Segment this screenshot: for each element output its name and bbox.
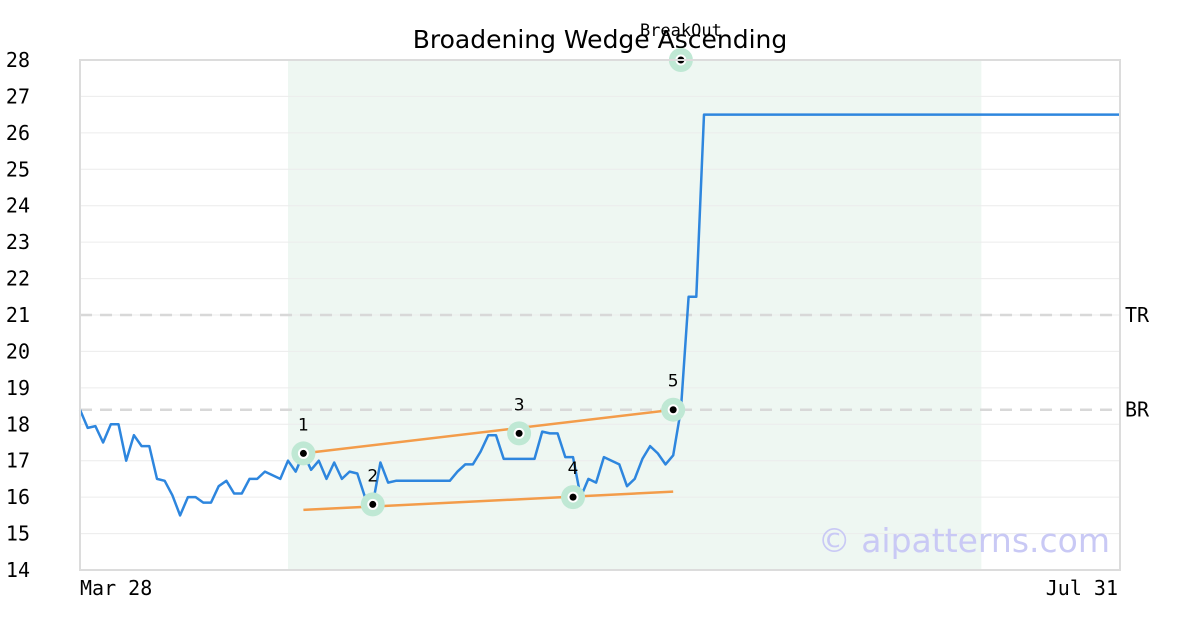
hline-label-tr: TR xyxy=(1125,303,1150,327)
y-tick-label: 22 xyxy=(6,267,30,291)
y-tick-label: 20 xyxy=(6,339,30,363)
marker-layer: 1 2 3 4 5 BreakOut xyxy=(291,21,722,517)
x-tick-start: Mar 28 xyxy=(80,576,152,600)
y-tick-label: 23 xyxy=(6,230,30,254)
watermark: © aipatterns.com xyxy=(818,521,1110,560)
y-tick-label: 14 xyxy=(6,558,30,582)
point-3-dot xyxy=(515,429,523,437)
y-tick-label: 15 xyxy=(6,522,30,546)
series-layer xyxy=(78,113,1120,517)
y-tick-label: 19 xyxy=(6,376,30,400)
y-tick-label: 17 xyxy=(6,449,30,473)
y-tick-label: 24 xyxy=(6,194,30,218)
point-label-4: 4 xyxy=(568,459,579,479)
point-5-dot xyxy=(669,406,677,414)
y-tick-label: 25 xyxy=(6,157,30,181)
breakout-label: BreakOut xyxy=(640,21,722,41)
point-2-dot xyxy=(369,500,377,508)
hline-layer: TR BR xyxy=(80,303,1150,422)
y-tick-label: 26 xyxy=(6,121,30,145)
point-1-dot xyxy=(299,449,307,457)
y-tick-label: 18 xyxy=(6,412,30,436)
hline-label-br: BR xyxy=(1125,398,1150,422)
y-tick-label: 27 xyxy=(6,84,30,108)
price-line xyxy=(78,113,1120,517)
upper-trendline xyxy=(303,408,674,455)
plot-frame xyxy=(79,59,1121,571)
x-tick-end: Jul 31 xyxy=(1046,576,1118,600)
point-4-dot xyxy=(569,493,577,501)
point-label-3: 3 xyxy=(514,395,525,415)
chart-title: Broadening Wedge Ascending xyxy=(413,25,788,54)
point-label-1: 1 xyxy=(298,415,309,435)
point-label-2: 2 xyxy=(367,466,378,486)
y-tick-label: 16 xyxy=(6,485,30,509)
point-label-5: 5 xyxy=(668,372,679,392)
y-tick-label: 21 xyxy=(6,303,30,327)
y-tick-label: 28 xyxy=(6,48,30,72)
y-axis: 14 15 16 17 18 19 20 21 22 23 24 25 26 27 28 xyxy=(6,48,30,582)
